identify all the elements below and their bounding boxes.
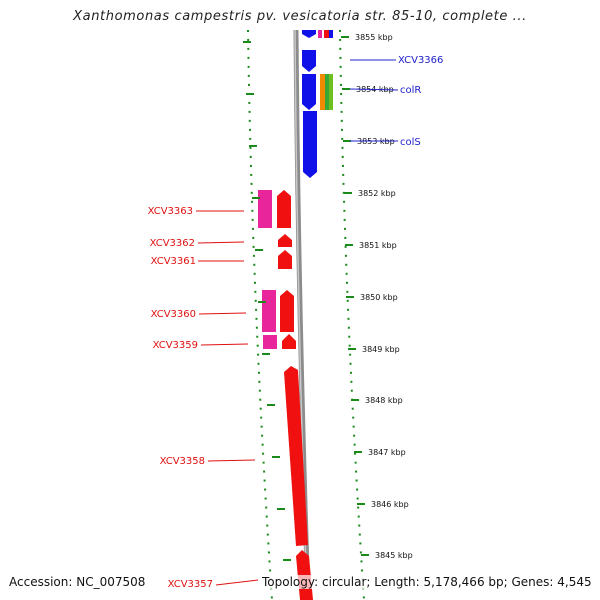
gene-xcv3358 <box>284 366 308 546</box>
kbp-label: 3852 kbp <box>358 189 396 198</box>
reverse-genes <box>258 190 313 600</box>
gene-xcv3359 <box>282 334 296 349</box>
kbp-label: 3848 kbp <box>365 396 403 405</box>
kbp-label: 3855 kbp <box>355 33 393 42</box>
gene-xcv3360 <box>280 290 294 332</box>
gene-label[interactable]: colR <box>400 85 421 96</box>
gene-cols <box>303 111 317 178</box>
rna-xcv3363 <box>258 190 272 228</box>
gene-label[interactable]: XCV3361 <box>151 256 196 267</box>
gene-forward-top <box>302 30 316 38</box>
gene-label-leader <box>215 579 259 586</box>
top-red-fragment <box>324 30 329 38</box>
gene-xcv3362 <box>278 234 292 247</box>
kbp-label: 3845 kbp <box>375 551 413 560</box>
top-blue-fragment <box>329 30 333 38</box>
gene-label[interactable]: XCV3359 <box>153 340 198 351</box>
right-tick-line <box>339 29 365 600</box>
kbp-label: 3847 kbp <box>368 448 406 457</box>
rna-xcv3360 <box>262 290 276 332</box>
gene-label[interactable]: XCV3360 <box>151 309 196 320</box>
gene-label-leader <box>198 312 247 315</box>
gene-label[interactable]: XCV3366 <box>398 55 443 66</box>
gene-xcv3361 <box>278 250 292 269</box>
gene-label-leader <box>200 343 249 346</box>
gene-label-leader <box>349 88 399 91</box>
accession-text: Accession: NC_007508 <box>9 575 146 589</box>
gene-label[interactable]: XCV3357 <box>168 579 213 590</box>
gene-label-leader <box>197 241 245 244</box>
map-title: Xanthomonas campestris pv. vesicatoria s… <box>73 9 527 24</box>
gene-label[interactable]: XCV3358 <box>160 456 205 467</box>
forward-genes <box>302 30 317 178</box>
gene-label-leader <box>207 459 256 462</box>
gene-xcv3366 <box>302 50 316 72</box>
gene-label[interactable]: colS <box>400 137 421 148</box>
kbp-label: 3849 kbp <box>362 345 400 354</box>
colr-domain-orange <box>320 74 325 110</box>
gene-colr <box>302 74 316 110</box>
rna-xcv3359 <box>263 335 277 349</box>
gene-label[interactable]: XCV3362 <box>150 238 195 249</box>
gene-xcv3363 <box>277 190 291 228</box>
kbp-label: 3846 kbp <box>371 500 409 509</box>
gene-label[interactable]: XCV3363 <box>148 206 193 217</box>
colr-domain-green <box>325 74 329 110</box>
colr-domain-lime <box>329 74 333 110</box>
top-rna-fragment <box>318 30 322 38</box>
kbp-label: 3851 kbp <box>359 241 397 250</box>
kbp-label: 3850 kbp <box>360 293 398 302</box>
topology-text: Topology: circular; Length: 5,178,466 bp… <box>262 575 592 589</box>
gene-labels: XCV3366 colR colS XCV3363 XCV3362 XCV3361 XCV3… <box>148 55 444 590</box>
